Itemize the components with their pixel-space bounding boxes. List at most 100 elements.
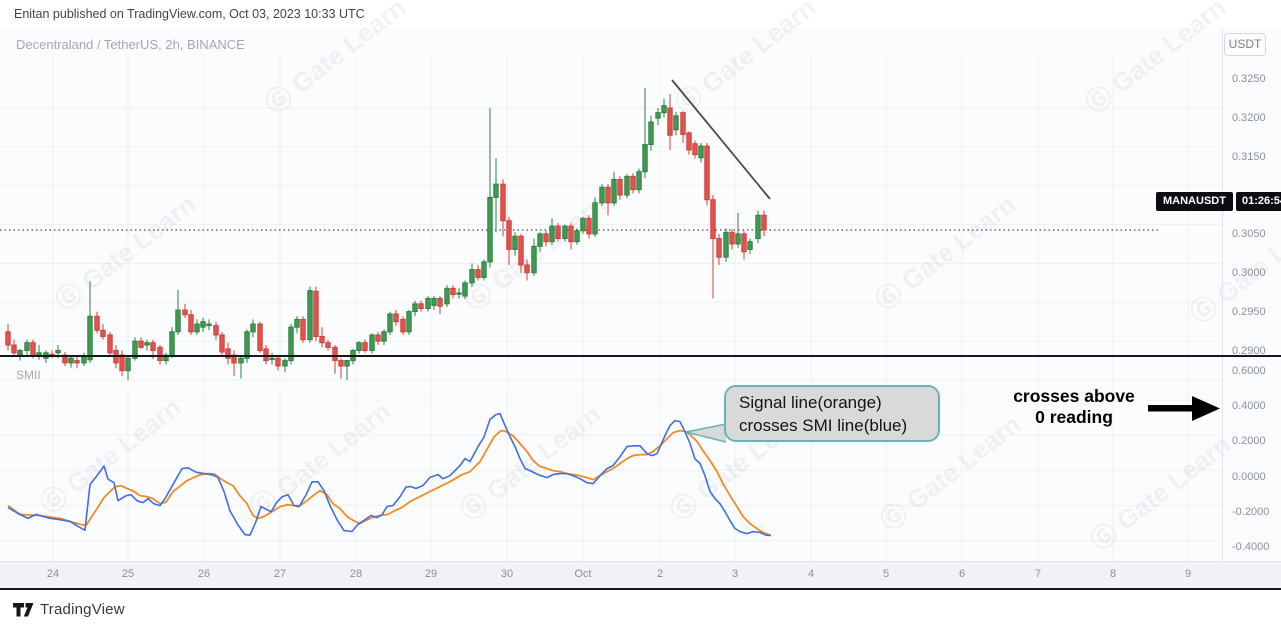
candle-down <box>500 179 506 237</box>
price-axis-label: 0.2900 <box>1232 345 1266 357</box>
candle-up <box>406 310 412 335</box>
candle-up <box>356 341 362 354</box>
smi-axis-label: 0.4000 <box>1232 400 1266 413</box>
time-axis-label: 25 <box>121 568 135 580</box>
candle-up <box>574 228 580 245</box>
candle-up <box>487 108 493 268</box>
candle-down <box>741 230 747 260</box>
candle-down <box>319 327 325 348</box>
candle-down <box>338 358 344 379</box>
time-axis-label: 3 <box>731 568 739 580</box>
signal-cross-callout: Signal line(orange) crosses SMI line(blu… <box>724 385 940 442</box>
note-line-2: 0 reading <box>1035 407 1113 427</box>
candle-up <box>611 171 617 206</box>
candle-down <box>761 210 767 237</box>
candle-down <box>729 229 735 250</box>
candle-up <box>431 296 437 311</box>
price-axis-label: 0.3250 <box>1232 73 1266 85</box>
candle-down <box>332 345 338 374</box>
smi-axis-label: 0.0000 <box>1232 470 1266 483</box>
published-line: Enitan published on TradingView.com, Oct… <box>14 7 365 21</box>
smi-axis-label: 0.6000 <box>1232 365 1266 377</box>
candle-down <box>300 316 306 343</box>
candle-up <box>175 289 181 335</box>
candle-up <box>655 108 661 126</box>
candle-up <box>244 329 250 363</box>
time-axis-label: Oct <box>574 568 592 580</box>
candle-up <box>599 184 605 206</box>
candle-down <box>680 111 686 143</box>
candle-up <box>132 337 138 361</box>
price-panel-chart <box>0 56 1222 383</box>
last-price-flag: MANAUSDT 01:26:54 <box>1156 192 1281 211</box>
time-axis-label: 4 <box>807 568 815 580</box>
smi-indicator-label: SMII <box>16 368 41 382</box>
time-axis-label: 9 <box>1184 568 1192 580</box>
candle-down <box>100 324 106 340</box>
smi-axis-label: -0.2000 <box>1232 505 1270 518</box>
candle-up <box>481 259 487 281</box>
candle-up <box>68 356 74 368</box>
candle-up <box>144 339 150 351</box>
candle-down <box>213 321 219 340</box>
candle-down <box>257 321 263 353</box>
time-axis-top-border <box>0 561 1281 562</box>
candle-up <box>344 359 350 380</box>
candle-down <box>275 355 281 371</box>
candle-down <box>188 310 194 335</box>
time-axis-label: 27 <box>273 568 287 580</box>
candle-down <box>710 195 716 299</box>
candle-down <box>400 316 406 335</box>
candle-up <box>425 296 431 312</box>
candle-up <box>735 212 741 248</box>
candle-up <box>250 319 256 338</box>
time-axis-label: 26 <box>197 568 211 580</box>
candle-up <box>648 115 654 151</box>
candle-down <box>568 223 574 250</box>
candle-up <box>412 300 418 317</box>
time-axis-label: 5 <box>882 568 890 580</box>
note-line-1: crosses above <box>1013 386 1135 406</box>
candle-down <box>605 184 611 216</box>
candle-down <box>263 345 269 365</box>
candle-down <box>704 142 710 206</box>
candle-up <box>87 281 93 363</box>
candle-down <box>667 94 673 150</box>
price-axis-label: 0.3150 <box>1232 150 1266 163</box>
candle-up <box>549 218 555 245</box>
time-axis-label: 30 <box>500 568 514 580</box>
crosses-above-note: crosses above 0 reading <box>988 386 1160 428</box>
candle-down <box>586 215 592 239</box>
smi-line-blue <box>7 412 772 537</box>
candle-up <box>592 197 598 238</box>
currency-toggle-button[interactable]: USDT <box>1224 33 1266 56</box>
time-axis-label: 7 <box>1034 568 1042 580</box>
trendline <box>671 79 771 200</box>
candle-up <box>238 355 244 379</box>
candle-up <box>381 329 387 346</box>
smi-axis-label: -0.4000 <box>1232 541 1270 553</box>
candle-down <box>692 140 698 159</box>
countdown-badge: 01:26:54 <box>1235 192 1281 211</box>
candle-up <box>387 311 393 335</box>
candle-up <box>723 228 729 262</box>
candle-down <box>182 303 188 318</box>
candle-up <box>200 317 206 332</box>
candle-up <box>661 98 667 118</box>
symbol-title: Decentraland / TetherUS, 2h, BINANCE <box>16 37 245 52</box>
callout-tail <box>686 424 726 442</box>
footer-top-border <box>0 588 1281 590</box>
candle-up <box>512 232 518 256</box>
candle-up <box>642 87 648 178</box>
candle-up <box>307 286 313 343</box>
candle-down <box>518 233 524 273</box>
candle-down <box>686 131 692 155</box>
candle-up <box>531 238 537 276</box>
candle-up <box>673 111 679 136</box>
candle-down <box>94 311 100 334</box>
chart-area: Ⓖ Gate Learn Ⓖ Gate Learn Ⓖ Gate Learn Ⓖ Ga… <box>0 0 1281 588</box>
candle-down <box>313 286 319 342</box>
candle-up <box>755 210 761 244</box>
tradingview-logo[interactable]: TradingView <box>13 601 125 618</box>
